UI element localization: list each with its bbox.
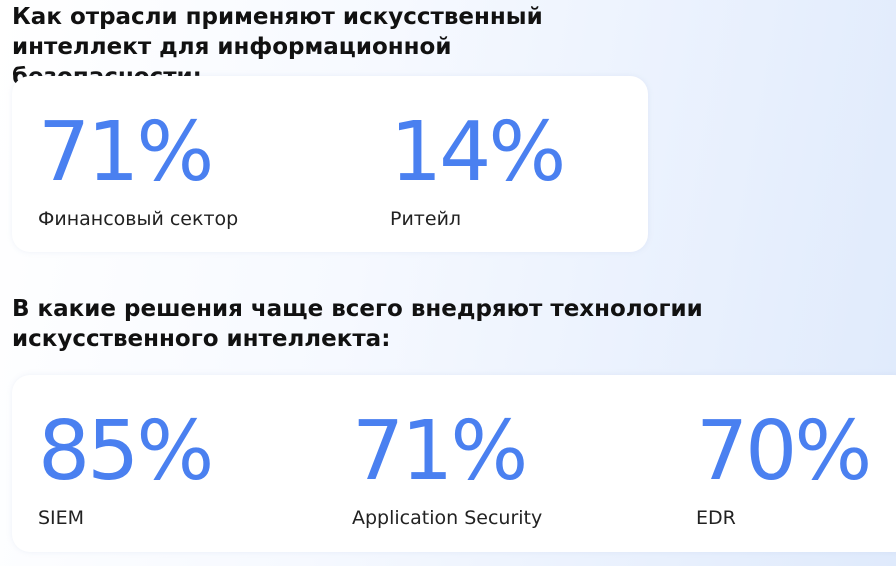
stat-value: 70% (696, 404, 872, 499)
stat-value: 85% (38, 404, 214, 499)
stat-label: Application Security (352, 507, 543, 529)
stat: 71% Application Security (352, 404, 543, 530)
section-title: В какие решения чаще всего внедряют техн… (12, 296, 703, 352)
section-title: Как отрасли применяют искусственный инте… (12, 4, 543, 90)
stat: 85% SIEM (38, 404, 214, 530)
stat-label: EDR (696, 507, 736, 529)
stat-value: 71% (38, 105, 214, 200)
stat-value: 71% (352, 404, 528, 499)
stats-card: 71% Финансовый сектор 14% Ритейл (12, 76, 648, 252)
stat-value: 14% (390, 105, 566, 200)
stat: 71% Финансовый сектор (38, 105, 239, 231)
stats-card: 85% SIEM 71% Application Security 70% ED… (12, 375, 896, 552)
stat-label: Ритейл (390, 208, 462, 230)
stat-label: Финансовый сектор (38, 208, 239, 230)
stat: 14% Ритейл (390, 105, 566, 231)
stat-label: SIEM (38, 507, 85, 529)
stat: 70% EDR (696, 404, 872, 530)
